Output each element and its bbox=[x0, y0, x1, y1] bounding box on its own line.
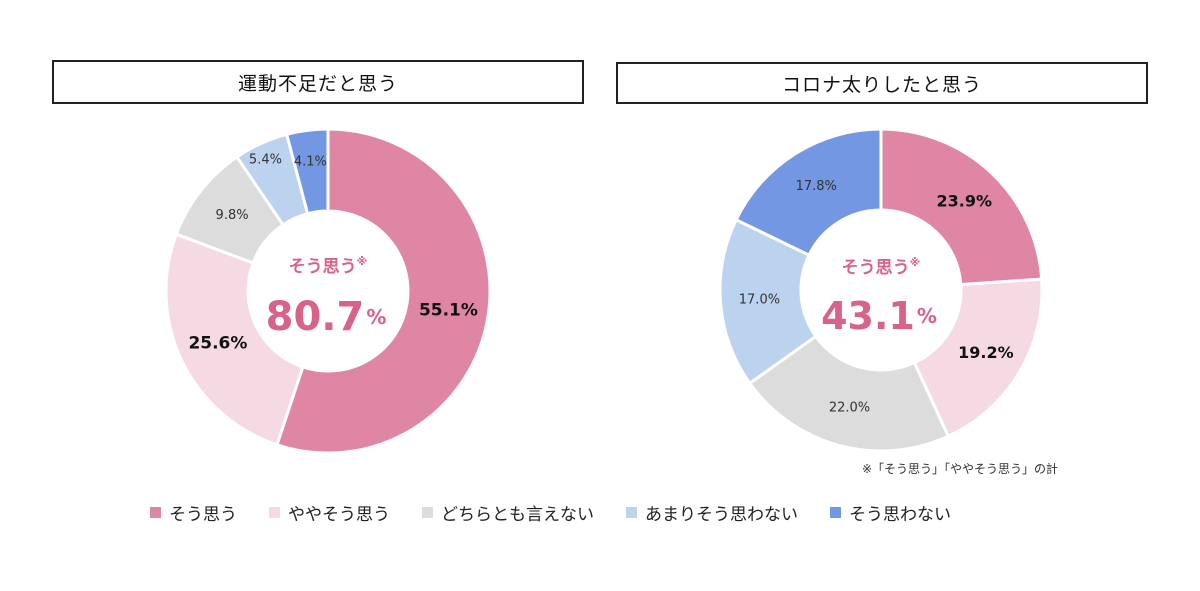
donut-slice bbox=[734, 127, 883, 258]
legend-label: どちらとも言えない bbox=[441, 505, 594, 525]
chart-title-right: コロナ太りしたと思う bbox=[616, 62, 1148, 104]
legend: そう思う ややそう思う どちらとも言えない あまりそう思わない そう思わない bbox=[150, 500, 951, 525]
donut-slice bbox=[718, 217, 818, 386]
legend-swatch bbox=[269, 507, 280, 518]
legend-item: どちらとも言えない bbox=[422, 500, 594, 525]
donut-slice bbox=[879, 127, 1044, 287]
legend-swatch bbox=[626, 507, 637, 518]
slice-data-label: 17.8% bbox=[796, 179, 837, 194]
slice-data-label: 25.6% bbox=[188, 334, 247, 354]
legend-swatch bbox=[830, 507, 841, 518]
legend-label: ややそう思う bbox=[288, 505, 390, 525]
slice-data-label: 17.0% bbox=[739, 293, 780, 308]
legend-swatch bbox=[150, 507, 161, 518]
footnote: ※「そう思う」「ややそう思う」の計 bbox=[862, 462, 1059, 476]
donut-slice bbox=[912, 277, 1044, 439]
slice-data-label: 9.8% bbox=[216, 208, 249, 223]
chart-title-left: 運動不足だと思う bbox=[52, 60, 584, 104]
donut-slice bbox=[747, 334, 951, 453]
donut-chart-right: 23.9% 19.2% 22.0% 17.0% 17.8% そう思う※ 43.1% bbox=[718, 127, 1044, 453]
slice-data-label: 23.9% bbox=[937, 191, 993, 210]
donut-slice bbox=[164, 232, 305, 447]
center-label: そう思う※ bbox=[842, 256, 921, 279]
legend-item: そう思う bbox=[150, 500, 237, 525]
center-value: 43.1% bbox=[821, 294, 937, 338]
slice-data-label: 22.0% bbox=[829, 400, 870, 415]
slice-data-label: 4.1% bbox=[294, 155, 327, 170]
legend-label: そう思わない bbox=[849, 505, 951, 525]
donut-slice bbox=[284, 127, 330, 216]
slice-data-label: 19.2% bbox=[958, 343, 1014, 362]
legend-item: あまりそう思わない bbox=[626, 500, 798, 525]
slice-data-label: 5.4% bbox=[249, 152, 282, 167]
legend-label: そう思う bbox=[169, 505, 237, 525]
legend-label: あまりそう思わない bbox=[645, 505, 798, 525]
legend-swatch bbox=[422, 507, 433, 518]
center-value: 80.7% bbox=[266, 294, 387, 340]
legend-item: そう思わない bbox=[830, 500, 951, 525]
donut-slice bbox=[275, 127, 492, 455]
donut-chart-left: 55.1% 25.6% 9.8% 5.4% 4.1% そう思う※ 80.7% bbox=[164, 127, 492, 455]
legend-item: ややそう思う bbox=[269, 500, 390, 525]
center-label: そう思う※ bbox=[289, 255, 368, 278]
slice-data-label: 55.1% bbox=[419, 300, 478, 320]
